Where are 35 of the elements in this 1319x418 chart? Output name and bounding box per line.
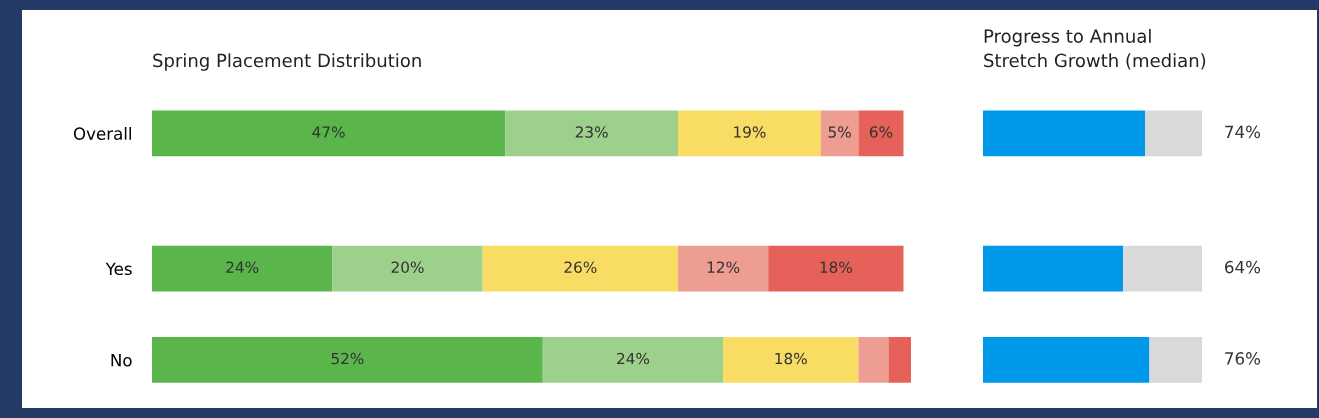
- chart-title: Spring Placement Distribution: [153, 53, 421, 71]
- data-label: 19%: [734, 126, 766, 138]
- data-label: 18%: [820, 261, 852, 273]
- data-label: 18%: [775, 352, 807, 365]
- bar: [983, 110, 1146, 157]
- bar: [858, 337, 889, 383]
- bar: [820, 110, 859, 157]
- bar: [983, 337, 1150, 383]
- bar: [152, 337, 543, 383]
- data-label: 6%: [869, 126, 893, 138]
- data-label: 52%: [331, 352, 364, 365]
- data-label: 64%: [1225, 260, 1261, 274]
- bar: [723, 337, 859, 383]
- bar: [542, 337, 724, 383]
- y-tick-label: Overall: [73, 127, 131, 140]
- bar: [505, 110, 679, 157]
- bar: [1145, 110, 1202, 157]
- data-label: 74%: [1225, 125, 1261, 139]
- y-tick-label: No: [111, 354, 132, 367]
- data-label: 47%: [312, 126, 345, 138]
- y-tick-label: Yes: [105, 262, 132, 276]
- data-label: 76%: [1225, 352, 1261, 365]
- bar: [888, 337, 911, 383]
- data-label: 24%: [617, 352, 650, 365]
- data-label: 24%: [226, 261, 259, 273]
- bar: [858, 110, 904, 157]
- bar: [1149, 337, 1202, 383]
- data-label: 26%: [564, 261, 597, 273]
- bar: [678, 110, 821, 157]
- data-label: 5%: [828, 126, 851, 138]
- chart-title: Progress to Annual Stretch Growth (median): [984, 28, 1206, 70]
- bar: [152, 110, 506, 157]
- data-label: 23%: [575, 126, 608, 138]
- data-label: 12%: [707, 261, 740, 273]
- data-label: 20%: [391, 261, 424, 273]
